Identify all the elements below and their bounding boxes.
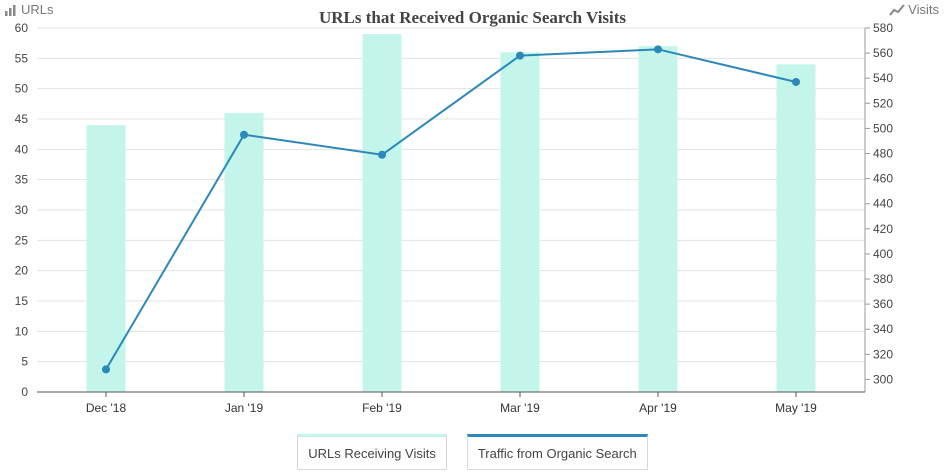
y-left-tick-label: 30: [15, 203, 29, 217]
y-right-tick-label: 300: [873, 372, 893, 386]
y-left-tick-label: 55: [15, 51, 29, 65]
y-left-tick-label: 60: [15, 21, 29, 35]
bar: [500, 52, 540, 393]
legend: URLs Receiving Visits Traffic from Organ…: [0, 434, 945, 470]
series-line-traffic: [105, 48, 797, 370]
x-tick-label: Feb '19: [362, 401, 402, 415]
y-right-tick-label: 440: [873, 197, 893, 211]
line-point: [102, 365, 110, 374]
legend-label-line: Traffic from Organic Search: [477, 445, 637, 461]
line-point: [654, 45, 662, 54]
y-right-tick-label: 560: [873, 46, 893, 60]
x-tick-label: Jan '19: [225, 401, 264, 415]
y-left-tick-label: 10: [15, 324, 29, 338]
left-axis-label-text: URLs: [21, 2, 54, 17]
chart-title: URLs that Received Organic Search Visits: [318, 8, 627, 27]
bar: [224, 112, 264, 392]
line-point: [516, 51, 524, 60]
right-axis-label: Visits: [889, 2, 939, 17]
y-right-tick-label: 520: [873, 96, 893, 110]
y-left-tick-label: 40: [15, 142, 29, 156]
legend-item-urls-receiving-visits[interactable]: URLs Receiving Visits: [297, 434, 447, 470]
x-tick-label: Apr '19: [639, 401, 677, 415]
bar: [362, 34, 402, 393]
y-left-tick-label: 35: [15, 173, 29, 187]
y-right-tick-label: 540: [873, 71, 893, 85]
left-axis-label: URLs: [4, 2, 54, 17]
y-right-tick-label: 460: [873, 172, 893, 186]
y-right-tick-label: 380: [873, 272, 893, 286]
y-right-tick-label: 480: [873, 147, 893, 161]
y-right-tick-label: 320: [873, 347, 893, 361]
bar: [638, 46, 678, 392]
line-point: [378, 150, 386, 159]
x-tick-label: Dec '18: [86, 401, 127, 415]
line-point: [792, 77, 800, 86]
right-axis-label-text: Visits: [908, 2, 939, 17]
bar: [776, 64, 816, 393]
y-left-tick-label: 45: [15, 112, 29, 126]
line-point: [240, 130, 248, 139]
legend-label-bar: URLs Receiving Visits: [308, 445, 436, 461]
x-tick-label: Mar '19: [500, 401, 540, 415]
y-right-tick-label: 420: [873, 222, 893, 236]
bar-chart-icon: [5, 4, 16, 16]
y-right-tick-label: 400: [873, 247, 893, 261]
y-left-tick-label: 15: [15, 294, 29, 308]
y-left-tick-label: 20: [15, 264, 29, 278]
y-left-tick-label: 0: [21, 385, 28, 399]
line-chart-icon: [889, 3, 905, 16]
legend-item-traffic-organic-search[interactable]: Traffic from Organic Search: [466, 434, 648, 470]
y-right-tick-label: 340: [873, 322, 893, 336]
y-right-tick-label: 360: [873, 297, 893, 311]
y-left-tick-label: 25: [15, 233, 29, 247]
y-right-tick-label: 580: [873, 21, 893, 35]
bar: [86, 125, 126, 393]
plot-area: 0 5 10 15 20 25 30 35 40 45 50 55 60 300 320 340 360 380 4…: [15, 21, 894, 415]
y-right-tick-label: 500: [873, 121, 893, 135]
y-left-tick-label: 5: [21, 355, 28, 369]
y-left-tick-label: 50: [15, 82, 29, 96]
x-tick-label: May '19: [775, 401, 817, 415]
